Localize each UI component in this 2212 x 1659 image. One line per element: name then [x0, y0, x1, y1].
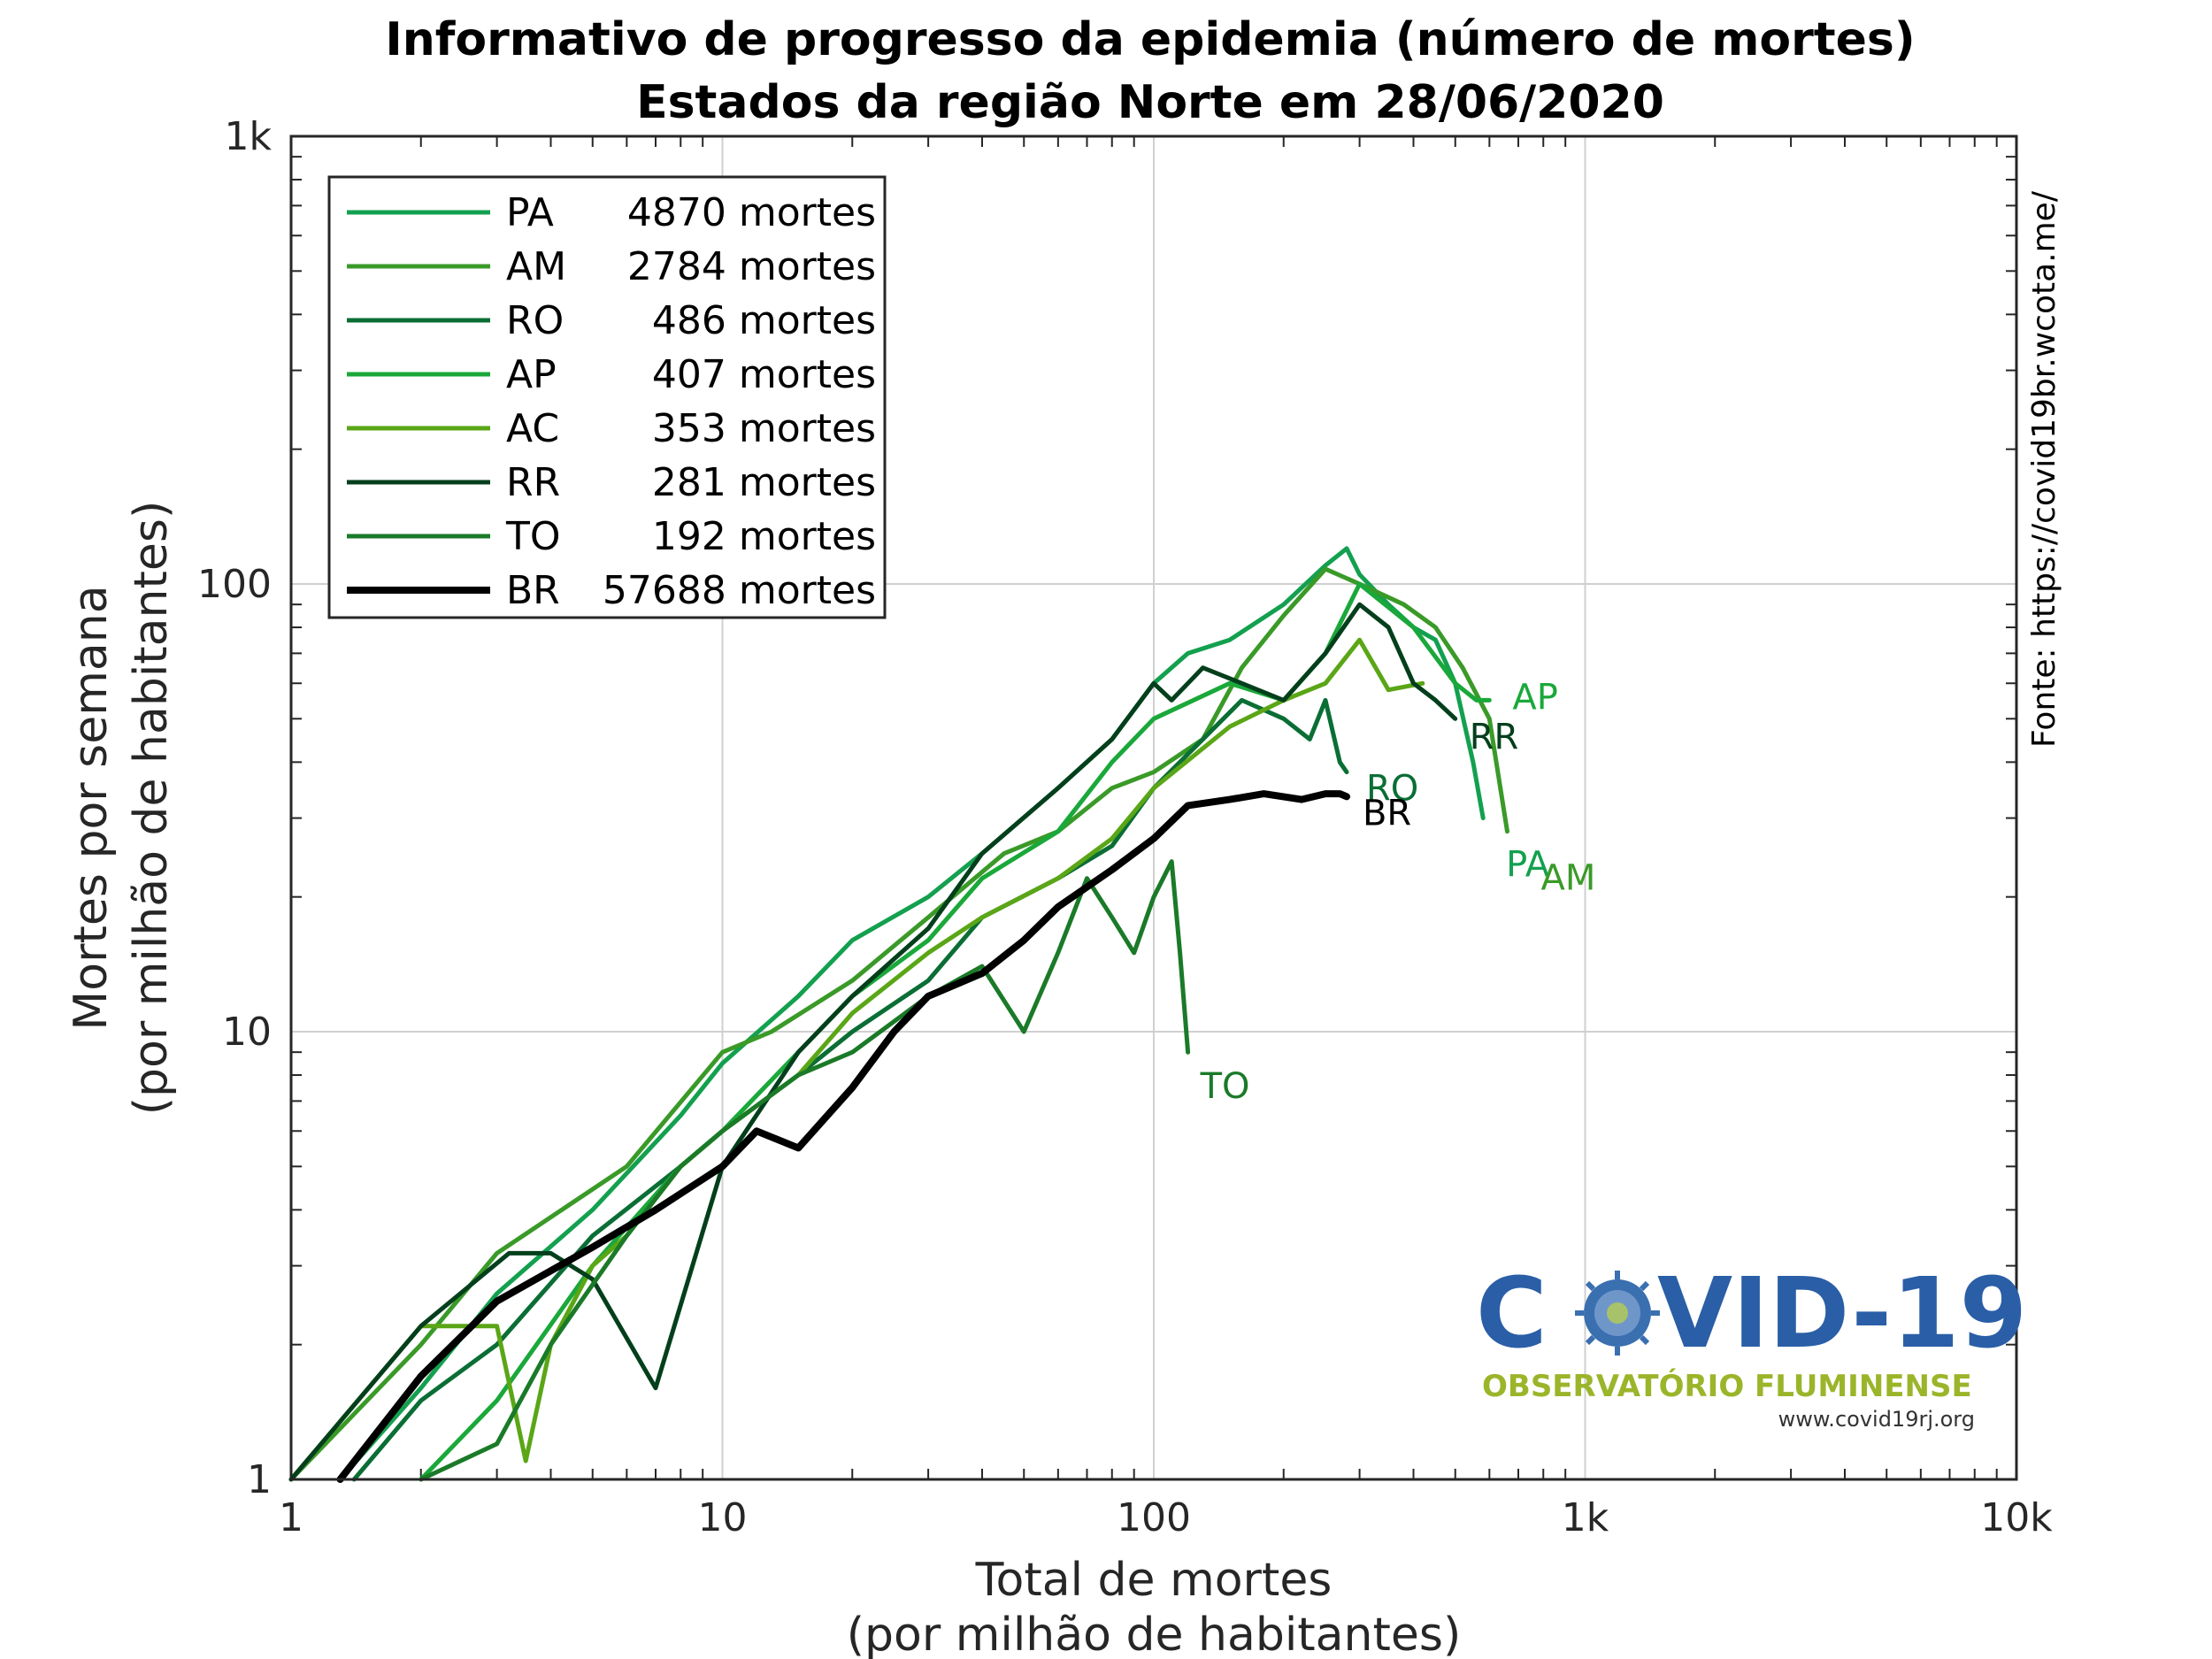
x-tick-label: 100 [1117, 1495, 1191, 1540]
x-tick-label: 1 [279, 1495, 303, 1540]
legend-deaths-ro: 486 mortes [652, 298, 876, 343]
legend-code-am: AM [506, 244, 566, 289]
y-tick-label: 100 [197, 562, 272, 607]
y-axis-sublabel: (por milhão de habitantes) [125, 501, 178, 1116]
legend-code-br: BR [506, 568, 560, 613]
series-end-label-ap: AP [1512, 677, 1557, 718]
x-axis-sublabel: (por milhão de habitantes) [847, 1609, 1462, 1659]
legend-deaths-rr: 281 mortes [652, 460, 876, 505]
series-end-label-to: TO [1200, 1066, 1250, 1107]
series-end-label-rr: RR [1470, 717, 1519, 757]
x-tick-label: 10 [698, 1495, 748, 1540]
legend-code-pa: PA [506, 190, 554, 235]
series-layer [288, 546, 1509, 1483]
legend-code-ac: AC [506, 406, 559, 451]
y-tick-labels: 1 10 100 1k [197, 114, 272, 1502]
series-line-am [288, 566, 1509, 1482]
series-end-label-br: BR [1363, 793, 1411, 833]
y-axis-label: Mortes por semana [65, 585, 118, 1030]
series-line-to [419, 859, 1191, 1482]
legend-code-ap: AP [506, 352, 557, 397]
legend-code-rr: RR [506, 460, 560, 505]
legend-deaths-ac: 353 mortes [652, 406, 876, 451]
logo-url: www.covid19rj.org [1778, 1407, 1975, 1432]
legend-code-ro: RO [506, 298, 564, 343]
series-end-label-pa: PA [1506, 845, 1550, 886]
legend: PA 4870 mortes AM 2784 mortes RO 486 mortes AP… [347, 190, 876, 613]
minor-ticks [291, 136, 2016, 1479]
legend-deaths-to: 192 mortes [652, 514, 876, 559]
covid19-logo: C VID-19 OBSERVATÓRIO FLUMINENSE www.cov… [1476, 1256, 2027, 1432]
y-tick-label: 10 [222, 1010, 272, 1055]
x-axis-label: Total de mortes [975, 1554, 1333, 1607]
logo-text-left: C [1476, 1256, 1548, 1370]
logo-text-right: VID-19 [1657, 1256, 2027, 1370]
y-tick-label: 1 [247, 1457, 272, 1502]
chart-title: Informativo de progresso da epidemia (nú… [385, 13, 1915, 66]
series-line-ac [288, 637, 1425, 1482]
legend-box [327, 175, 887, 619]
x-tick-label: 10k [1980, 1495, 2053, 1540]
legend-code-to: TO [505, 514, 561, 559]
series-line-rr [288, 602, 1458, 1482]
legend-deaths-am: 2784 mortes [627, 244, 876, 289]
legend-deaths-ap: 407 mortes [652, 352, 876, 397]
plot-border [289, 134, 2018, 1481]
logo-subtitle: OBSERVATÓRIO FLUMINENSE [1482, 1368, 1972, 1404]
source-label: Fonte: https://covid19br.wcota.me/ [2026, 190, 2062, 748]
series-end-label-ro: RO [1366, 769, 1418, 810]
series-end-label-am: AM [1541, 858, 1596, 899]
y-tick-label: 1k [225, 114, 273, 159]
legend-deaths-br: 57688 mortes [603, 568, 876, 613]
virus-icon [1575, 1271, 1660, 1356]
x-tick-label: 1k [1562, 1495, 1609, 1540]
x-tick-labels: 1 10 100 1k 10k [279, 1495, 2053, 1540]
series-line-br [336, 790, 1350, 1483]
chart-subtitle: Estados da região Norte em 28/06/2020 [636, 76, 1664, 129]
legend-deaths-pa: 4870 mortes [627, 190, 876, 235]
